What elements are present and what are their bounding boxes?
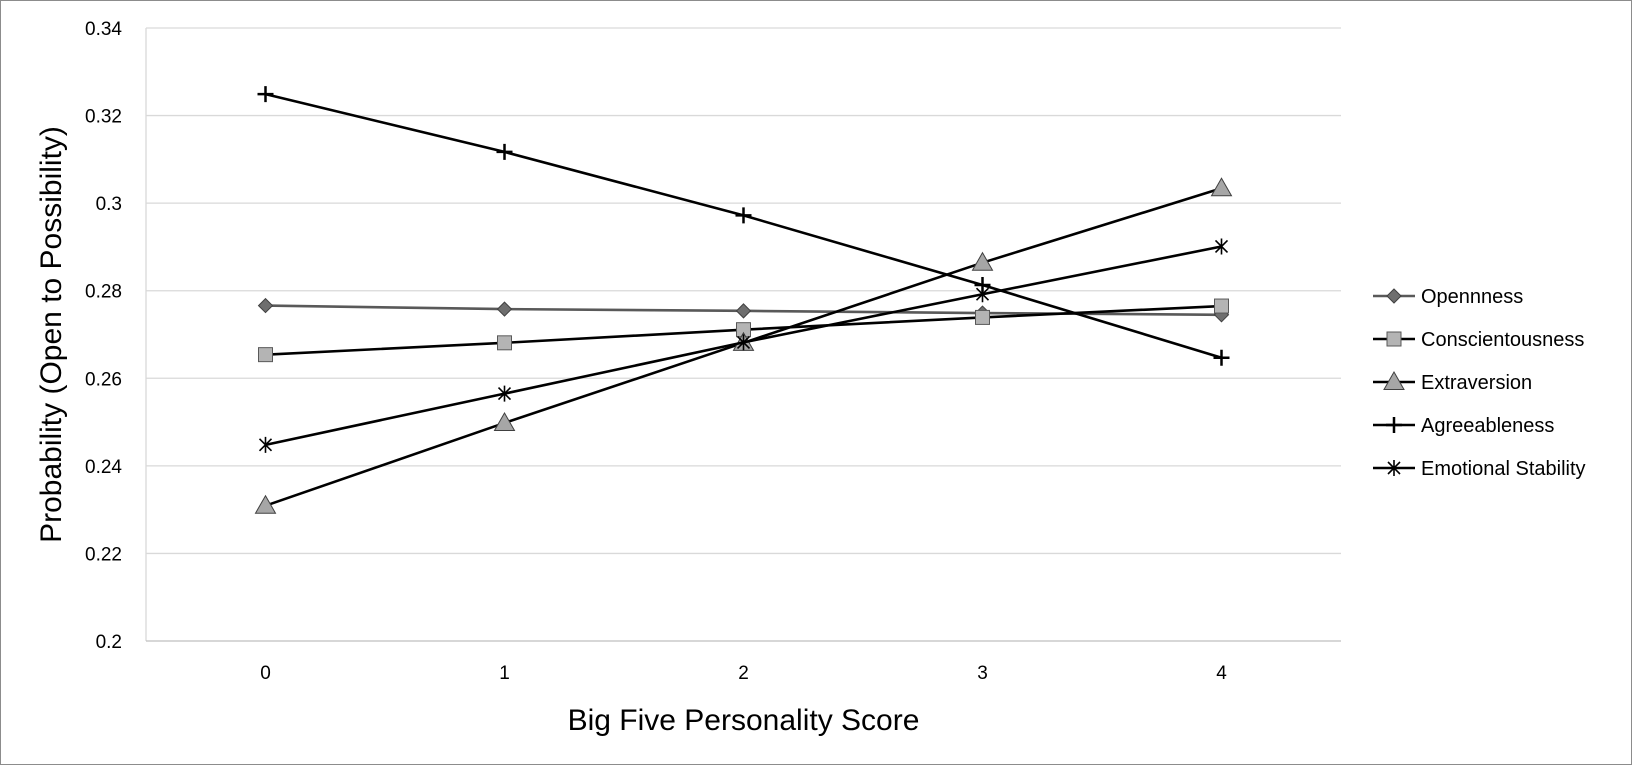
legend-item-conscientousness: Conscientousness xyxy=(1373,329,1584,351)
legend-marker xyxy=(1386,331,1402,347)
series-conscientousness xyxy=(258,298,1229,363)
x-tick-label: 4 xyxy=(1216,663,1227,684)
series-emotional-stability xyxy=(258,238,1229,453)
data-point-emotional-stability xyxy=(975,286,990,303)
data-point-opennness xyxy=(257,297,274,314)
series-lines xyxy=(254,86,1233,514)
data-point-conscientousness xyxy=(975,309,990,325)
legend-marker xyxy=(1387,460,1401,476)
y-tick-label: 0.24 xyxy=(85,457,122,478)
data-point-conscientousness xyxy=(258,347,273,363)
legend: Opennness Conscientousness Extraversion Agr… xyxy=(1373,286,1586,480)
legend-item-agreeableness: Agreeableness xyxy=(1373,415,1554,437)
legend-marker xyxy=(1386,417,1402,433)
legend-item-emotional-stability: Emotional Stability xyxy=(1373,458,1586,480)
data-point-agreeableness xyxy=(1213,349,1230,366)
series-opennness xyxy=(257,297,1230,323)
data-point-emotional-stability xyxy=(736,334,751,351)
legend-marker xyxy=(1386,288,1402,304)
y-tick-label: 0.2 xyxy=(96,632,122,653)
data-point-emotional-stability xyxy=(258,436,273,453)
data-point-extraversion xyxy=(254,494,277,514)
data-point-emotional-stability xyxy=(497,385,512,402)
data-point-agreeableness xyxy=(496,143,513,160)
data-point-conscientousness xyxy=(497,335,512,351)
data-point-agreeableness xyxy=(735,207,752,224)
data-point-extraversion xyxy=(493,411,516,431)
y-tick-label: 0.3 xyxy=(96,194,122,215)
legend-item-extraversion: Extraversion xyxy=(1373,370,1532,394)
data-point-agreeableness xyxy=(257,86,274,103)
x-tick-label: 2 xyxy=(738,663,749,684)
x-axis-title: Big Five Personality Score xyxy=(568,704,920,737)
y-tick-label: 0.32 xyxy=(85,107,122,128)
legend-item-opennness: Opennness xyxy=(1373,286,1523,308)
data-point-opennness xyxy=(496,301,513,317)
y-axis-title: Probability (Open to Possibility) xyxy=(35,126,68,543)
y-tick-label: 0.28 xyxy=(85,282,122,303)
axes: 0.2 0.22 0.24 0.26 0.28 0.3 0.32 0.34 0 1 2 3 4 xyxy=(85,19,1341,684)
x-tick-label: 1 xyxy=(499,663,510,684)
series-agreeableness xyxy=(257,86,1230,366)
data-point-extraversion xyxy=(1210,177,1233,197)
data-point-opennness xyxy=(735,303,752,319)
y-tick-label: 0.26 xyxy=(85,369,122,390)
x-tick-label: 0 xyxy=(260,663,271,684)
gridlines xyxy=(146,27,1341,555)
data-point-emotional-stability xyxy=(1214,238,1229,255)
data-point-extraversion xyxy=(971,251,994,271)
data-point-conscientousness xyxy=(1214,298,1229,314)
legend-label: Conscientousness xyxy=(1421,329,1584,351)
legend-label: Agreeableness xyxy=(1421,415,1554,437)
y-tick-label: 0.22 xyxy=(85,544,122,565)
x-tick-label: 3 xyxy=(977,663,988,684)
legend-marker xyxy=(1383,370,1405,390)
legend-label: Extraversion xyxy=(1421,372,1532,394)
y-tick-label: 0.34 xyxy=(85,19,122,40)
legend-label: Emotional Stability xyxy=(1421,458,1586,480)
legend-label: Opennness xyxy=(1421,286,1523,308)
